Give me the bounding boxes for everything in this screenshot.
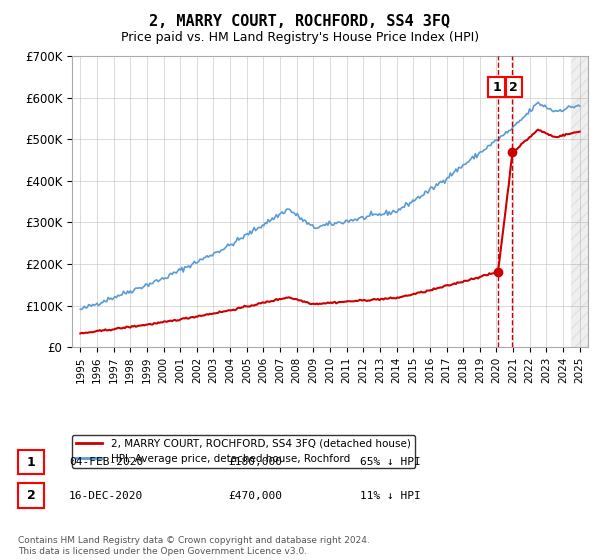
Text: 2, MARRY COURT, ROCHFORD, SS4 3FQ: 2, MARRY COURT, ROCHFORD, SS4 3FQ <box>149 14 451 29</box>
Legend: 2, MARRY COURT, ROCHFORD, SS4 3FQ (detached house), HPI: Average price, detached: 2, MARRY COURT, ROCHFORD, SS4 3FQ (detac… <box>72 435 415 468</box>
Text: 65% ↓ HPI: 65% ↓ HPI <box>360 457 421 467</box>
Text: Contains HM Land Registry data © Crown copyright and database right 2024.
This d: Contains HM Land Registry data © Crown c… <box>18 536 370 556</box>
Text: 11% ↓ HPI: 11% ↓ HPI <box>360 491 421 501</box>
Text: 1: 1 <box>492 81 501 94</box>
Text: 2: 2 <box>509 81 518 94</box>
Text: 04-FEB-2020: 04-FEB-2020 <box>69 457 143 467</box>
Text: £470,000: £470,000 <box>228 491 282 501</box>
Text: 2: 2 <box>27 489 35 502</box>
Text: £180,000: £180,000 <box>228 457 282 467</box>
Bar <box>571 56 588 347</box>
Text: 16-DEC-2020: 16-DEC-2020 <box>69 491 143 501</box>
Text: 1: 1 <box>27 455 35 469</box>
Text: Price paid vs. HM Land Registry's House Price Index (HPI): Price paid vs. HM Land Registry's House … <box>121 31 479 44</box>
